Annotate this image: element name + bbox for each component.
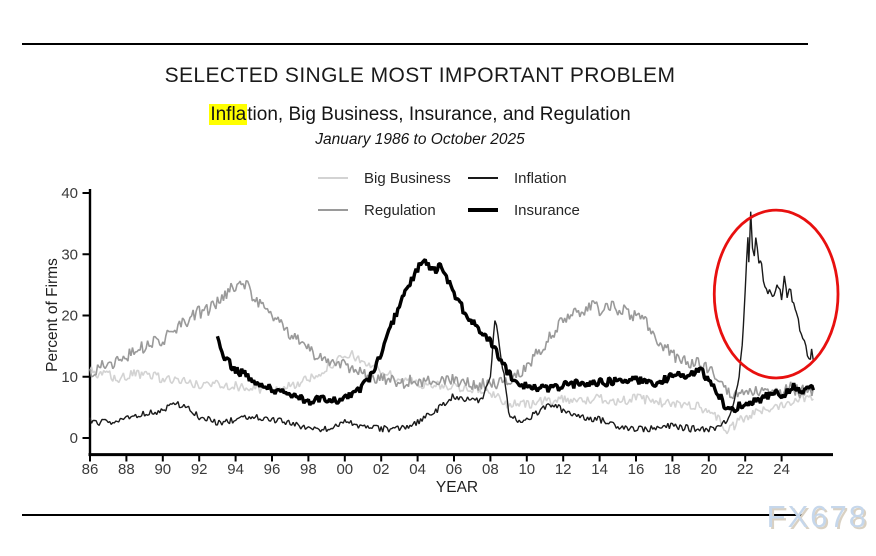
x-tick-label: 22 xyxy=(737,461,754,478)
series-lines xyxy=(89,211,816,435)
x-tick-label: 04 xyxy=(409,461,426,478)
x-tick-label: 02 xyxy=(373,461,390,478)
top-divider xyxy=(22,43,808,45)
y-tick-label: 40 xyxy=(61,185,78,202)
x-tick-label: 14 xyxy=(591,461,608,478)
series-line-insurance xyxy=(215,258,816,414)
series-line-inflation xyxy=(89,211,815,433)
bottom-divider xyxy=(22,514,803,516)
legend-item-big-business: Big Business xyxy=(318,169,451,187)
legend-swatch-inflation xyxy=(468,177,498,179)
legend-label-big-business: Big Business xyxy=(364,169,451,187)
chart-title: SELECTED SINGLE MOST IMPORTANT PROBLEM xyxy=(164,64,676,87)
x-tick-label: 20 xyxy=(700,461,717,478)
chart-subtitle: Inflation, Big Business, Insurance, and … xyxy=(0,104,840,126)
legend-swatch-regulation xyxy=(318,209,348,211)
chart-period: January 1986 to October 2025 xyxy=(315,131,525,148)
legend-item-regulation: Regulation xyxy=(318,201,436,219)
x-tick-label: 86 xyxy=(82,461,99,478)
legend-item-insurance: Insurance xyxy=(468,201,580,219)
y-axis-title: Percent of Firms xyxy=(44,258,61,372)
x-tick-label: 12 xyxy=(555,461,572,478)
legend-label-inflation: Inflation xyxy=(514,169,567,187)
x-tick-label: 96 xyxy=(264,461,281,478)
legend-item-inflation: Inflation xyxy=(468,169,567,187)
x-tick-label: 00 xyxy=(336,461,353,478)
series-line-regulation xyxy=(89,279,815,400)
y-tick-label: 20 xyxy=(61,308,78,325)
watermark: FX678 xyxy=(766,499,868,534)
x-tick-label: 08 xyxy=(482,461,499,478)
axes: 0 10 20 30 40 86 88 90 92 94 96 98 00 02 04 06 08 10 12 14 1… xyxy=(61,185,833,478)
x-tick-label: 98 xyxy=(300,461,317,478)
legend-label-regulation: Regulation xyxy=(364,201,436,219)
x-tick-label: 10 xyxy=(518,461,535,478)
legend-swatch-insurance xyxy=(468,208,498,212)
y-tick-label: 30 xyxy=(61,246,78,263)
y-tick-label: 0 xyxy=(70,430,78,447)
legend-label-insurance: Insurance xyxy=(514,201,580,219)
subtitle-rest: tion, Big Business, Insurance, and Regul… xyxy=(247,104,631,125)
x-tick-label: 94 xyxy=(227,461,244,478)
annotation-ellipse xyxy=(712,208,840,380)
annotations xyxy=(712,208,840,380)
x-tick-label: 92 xyxy=(191,461,208,478)
series-line-big-business xyxy=(89,350,814,435)
x-tick-label: 24 xyxy=(773,461,790,478)
x-tick-label: 88 xyxy=(118,461,135,478)
x-tick-label: 16 xyxy=(628,461,645,478)
x-tick-label: 18 xyxy=(664,461,681,478)
x-axis-title: YEAR xyxy=(436,479,478,496)
x-tick-label: 06 xyxy=(446,461,463,478)
y-tick-label: 10 xyxy=(61,369,78,386)
legend-swatch-big-business xyxy=(318,177,348,179)
x-tick-label: 90 xyxy=(154,461,171,478)
highlighted-text: Infla xyxy=(209,104,248,125)
